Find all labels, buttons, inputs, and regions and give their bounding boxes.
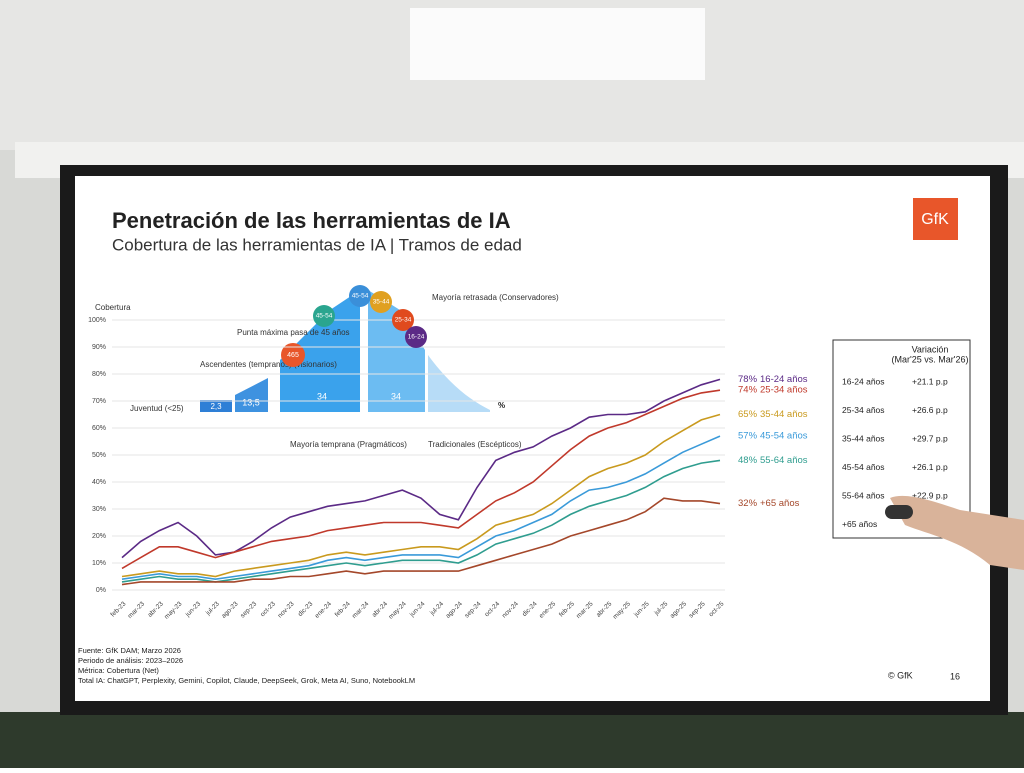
- legend-entry: 35-44 años: [760, 409, 808, 420]
- series-line: [121, 435, 721, 581]
- early-majority-label: Mayoría temprana (Pragmáticos): [290, 440, 407, 449]
- badge-label: 45-54: [316, 313, 333, 320]
- presenter-hand: [890, 495, 1024, 570]
- footer-period: Periodo de análisis: 2023–2026: [78, 656, 183, 665]
- footer-source: Fuente: GfK DAM; Marzo 2026: [78, 646, 181, 655]
- table-label: +65 años: [842, 519, 877, 529]
- slide: [75, 176, 990, 701]
- youth-bar: [200, 400, 232, 412]
- window: [0, 712, 1024, 768]
- table-label: 55-64 años: [842, 490, 885, 500]
- youth-label: Juventud (<25): [130, 404, 184, 413]
- y-tick-label: 60%: [92, 425, 106, 432]
- logo-box: [913, 198, 958, 240]
- table-value: +29.7 p.p: [912, 433, 948, 443]
- y-tick-label: 80%: [92, 371, 106, 378]
- y-tick-label: 20%: [92, 533, 106, 540]
- peak-label: Punta máxima pasa de 45 años: [237, 328, 350, 337]
- badge-label: 16-24: [408, 334, 425, 341]
- laggards-shape: [428, 355, 490, 412]
- clicker: [885, 505, 913, 519]
- y-tick-label: 50%: [92, 452, 106, 459]
- early-value: 13,5: [242, 397, 260, 407]
- late-majority-value: 34: [391, 391, 401, 401]
- table-header: Variación: [912, 344, 949, 354]
- table-value: +22.9 p.p: [912, 490, 948, 500]
- table-value: +26.6 p.p: [912, 405, 948, 415]
- table-label: 25-34 años: [842, 405, 885, 415]
- page-number: 16: [950, 671, 960, 681]
- end-label: 74%: [738, 385, 758, 396]
- early-majority-value: 34: [317, 391, 327, 401]
- table-value: +21.1 p.p: [912, 376, 948, 386]
- legend-entry: 16-24 años: [760, 374, 808, 385]
- y-tick-label: 70%: [92, 398, 106, 405]
- y-tick-label: 40%: [92, 479, 106, 486]
- end-label: 65%: [738, 409, 758, 420]
- legend-entry: 55-64 años: [760, 455, 808, 466]
- end-label: 57%: [738, 431, 758, 442]
- laggards-label: Tradicionales (Escépticos): [428, 440, 522, 449]
- badge-label: 35-44: [373, 299, 390, 306]
- footer-copyright: © GfK: [888, 670, 913, 680]
- footer-metric: Métrica: Cobertura (Net): [78, 666, 159, 675]
- early-shape: [235, 378, 268, 412]
- series-line: [121, 389, 721, 570]
- table-label: 35-44 años: [842, 433, 885, 443]
- table-subheader: (Mar'25 vs. Mar'26): [892, 354, 969, 364]
- table-label: 16-24 años: [842, 376, 885, 386]
- series-line: [121, 413, 721, 578]
- end-label: 78%: [738, 374, 758, 385]
- title: Penetración de las herramientas de IA: [112, 208, 511, 233]
- table-frame: [832, 339, 971, 539]
- legend-entry: 45-54 años: [760, 431, 808, 442]
- legend-entry: 25-34 años: [760, 385, 808, 396]
- y-tick-label: 30%: [92, 506, 106, 513]
- badge-circle: [405, 326, 427, 348]
- legend-entry: +65 años: [760, 498, 800, 509]
- table-label: 45-54 años: [842, 462, 885, 472]
- y-axis-label: Cobertura: [95, 303, 131, 312]
- peak-badge-circle: [281, 343, 305, 367]
- y-tick-label: 90%: [92, 344, 106, 351]
- y-tick-label: 0%: [96, 587, 106, 594]
- badge-circle: [370, 291, 392, 313]
- badge-circle: [349, 285, 371, 307]
- series-line: [121, 459, 721, 583]
- badge-label: 25-34: [395, 317, 412, 324]
- logo: GfK: [921, 211, 949, 228]
- y-tick-label: 10%: [92, 560, 106, 567]
- youth-value: 2,3: [210, 402, 222, 411]
- series-line: [121, 497, 721, 586]
- y-tick-label: 100%: [88, 317, 106, 324]
- badge-label: 45-54: [352, 293, 369, 300]
- subtitle: Cobertura de las herramientas de IA | Tr…: [112, 235, 522, 254]
- table-value: +26.1 p.p: [912, 462, 948, 472]
- inset-diagram: 2,3 13,5 34 34 % Juventud (<25) Ascenden…: [130, 290, 559, 449]
- late-majority-label: Mayoría retrasada (Conservadores): [432, 293, 559, 302]
- peak-badge: 465: [287, 352, 299, 359]
- ceiling-light: [410, 8, 705, 80]
- end-label: 32%: [738, 498, 758, 509]
- series-line: [121, 378, 721, 559]
- early-label: Ascendentes (tempranos) (visionarios): [200, 360, 337, 369]
- badge-circle: [313, 305, 335, 327]
- badge-circle: [392, 309, 414, 331]
- unit: %: [498, 401, 505, 410]
- end-label: 48%: [738, 455, 758, 466]
- table-body: 16-24 años +21.1 p.p 25-34 años +26.6 p.p 35…: [842, 376, 948, 529]
- badges: 45-54 45-54 35-44 25-34 16-24: [313, 285, 427, 348]
- footer-tools: Total IA: ChatGPT, Perplexity, Gemini, C…: [78, 676, 415, 685]
